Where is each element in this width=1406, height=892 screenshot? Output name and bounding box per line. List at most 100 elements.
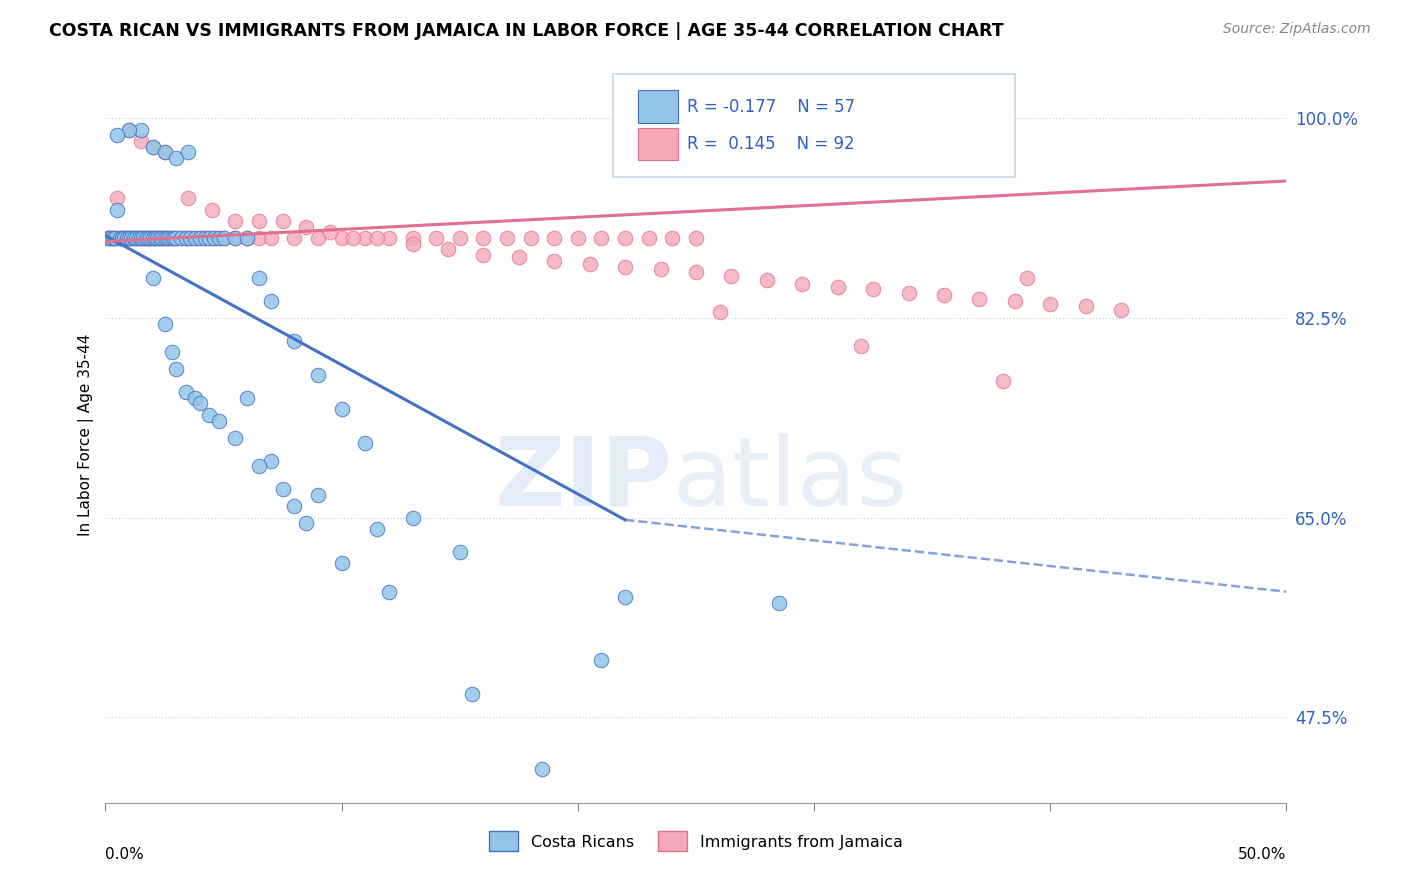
Point <box>378 231 401 245</box>
Point <box>165 231 187 245</box>
Point <box>247 271 270 285</box>
FancyBboxPatch shape <box>638 128 678 161</box>
Point <box>143 231 166 245</box>
Point <box>307 368 329 382</box>
Point <box>247 214 270 228</box>
Point <box>160 231 183 245</box>
Point <box>165 151 187 165</box>
Text: Source: ZipAtlas.com: Source: ZipAtlas.com <box>1223 22 1371 37</box>
Point <box>401 510 423 524</box>
Point <box>685 231 707 245</box>
Point <box>149 231 172 245</box>
Point <box>160 345 183 359</box>
Point <box>98 231 121 245</box>
Point <box>378 584 401 599</box>
Point <box>307 488 329 502</box>
Point <box>354 436 377 450</box>
Point <box>496 231 519 245</box>
Point <box>139 231 162 245</box>
Point <box>271 482 294 496</box>
Point <box>97 231 120 245</box>
Point <box>614 260 637 274</box>
Point <box>174 231 197 245</box>
Text: ZIP: ZIP <box>495 433 672 525</box>
Legend: Costa Ricans, Immigrants from Jamaica: Costa Ricans, Immigrants from Jamaica <box>484 825 908 857</box>
Point <box>198 231 221 245</box>
Point <box>991 374 1014 388</box>
Point <box>862 282 884 296</box>
Point <box>115 231 138 245</box>
Point <box>198 408 221 422</box>
Point <box>111 231 134 245</box>
Point <box>224 431 246 445</box>
Point <box>125 231 148 245</box>
Point <box>142 231 165 245</box>
Point <box>153 231 176 245</box>
Point <box>150 231 173 245</box>
Point <box>260 293 283 308</box>
Point <box>591 653 613 667</box>
Point <box>120 231 142 245</box>
Point <box>755 134 778 148</box>
Point <box>111 231 134 245</box>
Point <box>437 243 460 257</box>
Point <box>1109 302 1132 317</box>
Point <box>156 231 179 245</box>
Point <box>519 231 541 245</box>
Point <box>236 231 259 245</box>
Point <box>142 271 165 285</box>
Point <box>170 231 193 245</box>
Point <box>157 231 180 245</box>
FancyBboxPatch shape <box>638 90 678 123</box>
Point <box>208 414 231 428</box>
Point <box>295 219 318 234</box>
Point <box>330 231 353 245</box>
Point <box>118 122 141 136</box>
Point <box>1074 300 1097 314</box>
Point <box>1004 293 1026 308</box>
Point <box>614 591 637 605</box>
Point <box>401 231 423 245</box>
Point <box>104 231 127 245</box>
Point <box>208 231 231 245</box>
Point <box>366 522 388 536</box>
Point <box>125 231 148 245</box>
Point <box>472 248 495 262</box>
Point <box>531 762 554 776</box>
Point <box>578 257 600 271</box>
Point <box>198 231 221 245</box>
Point <box>179 231 201 245</box>
Point <box>637 231 659 245</box>
Point <box>283 499 305 513</box>
Point <box>108 231 131 245</box>
Point <box>136 231 159 245</box>
Point <box>170 231 193 245</box>
Point <box>188 231 211 245</box>
Point <box>661 231 683 245</box>
Point <box>236 231 259 245</box>
Point <box>153 231 176 245</box>
Point <box>98 231 121 245</box>
Point <box>194 231 217 245</box>
Point <box>768 596 790 610</box>
Point <box>146 231 169 245</box>
Text: atlas: atlas <box>672 433 907 525</box>
Point <box>146 231 169 245</box>
Point <box>129 231 152 245</box>
Point <box>247 231 270 245</box>
Point <box>224 214 246 228</box>
Point <box>685 265 707 279</box>
Point <box>260 231 283 245</box>
Text: 0.0%: 0.0% <box>105 847 145 862</box>
Point <box>179 231 201 245</box>
Point <box>1015 271 1038 285</box>
Point <box>247 459 270 474</box>
Point <box>142 231 165 245</box>
Point <box>827 280 849 294</box>
Point <box>236 391 259 405</box>
Point <box>330 556 353 570</box>
Point <box>755 273 778 287</box>
Point <box>295 516 318 531</box>
Point <box>97 231 120 245</box>
Point <box>139 231 162 245</box>
